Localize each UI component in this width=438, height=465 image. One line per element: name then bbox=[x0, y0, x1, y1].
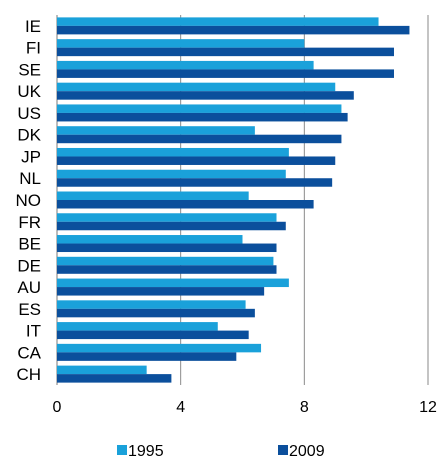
category-label-ie: IE bbox=[25, 17, 41, 36]
category-label-fr: FR bbox=[18, 213, 41, 232]
legend-label-2009: 2009 bbox=[289, 443, 325, 460]
bar-ca-2009 bbox=[57, 352, 237, 361]
category-label-ch: CH bbox=[16, 365, 41, 384]
bar-no-1995 bbox=[57, 191, 249, 200]
bar-ca-1995 bbox=[57, 343, 262, 353]
category-label-ca: CA bbox=[17, 343, 41, 362]
category-label-dk: DK bbox=[17, 126, 41, 145]
legend-swatch-2009 bbox=[278, 445, 288, 455]
bar-ie-2009 bbox=[57, 25, 410, 35]
category-label-se: SE bbox=[18, 60, 41, 79]
bar-nl-1995 bbox=[57, 169, 286, 179]
bar-fr-1995 bbox=[57, 213, 277, 222]
bar-jp-1995 bbox=[57, 147, 289, 157]
category-label-us: US bbox=[17, 104, 41, 123]
bar-ie-1995 bbox=[57, 17, 379, 26]
category-label-nl: NL bbox=[19, 169, 41, 188]
bar-it-1995 bbox=[57, 322, 218, 331]
bar-no-2009 bbox=[57, 200, 314, 209]
bar-uk-1995 bbox=[57, 82, 336, 92]
bars bbox=[57, 17, 410, 383]
legend-item-2009: 2009 bbox=[278, 443, 325, 460]
bar-dk-2009 bbox=[57, 134, 342, 144]
legend-item-1995: 1995 bbox=[117, 443, 164, 460]
bar-se-1995 bbox=[57, 60, 314, 70]
bar-ch-2009 bbox=[57, 374, 172, 383]
bar-fr-2009 bbox=[57, 221, 286, 231]
category-label-no: NO bbox=[16, 191, 42, 210]
bar-de-2009 bbox=[57, 265, 277, 274]
category-label-it: IT bbox=[26, 322, 41, 341]
x-tick-label-0: 0 bbox=[53, 399, 62, 416]
bar-jp-2009 bbox=[57, 156, 336, 165]
x-axis-tick-labels: 0 4 8 12 bbox=[53, 399, 437, 416]
bar-de-1995 bbox=[57, 256, 274, 266]
bar-au-1995 bbox=[57, 278, 289, 288]
bar-it-2009 bbox=[57, 330, 249, 340]
category-labels: IE FI SE UK US DK JP NL NO FR BE DE AU ES IT CA CH bbox=[16, 17, 42, 384]
category-label-jp: JP bbox=[21, 147, 41, 166]
bar-fi-1995 bbox=[57, 39, 305, 48]
legend-label-1995: 1995 bbox=[128, 443, 164, 460]
bar-be-2009 bbox=[57, 243, 277, 253]
bar-nl-2009 bbox=[57, 178, 333, 187]
bar-au-2009 bbox=[57, 287, 265, 296]
bar-se-2009 bbox=[57, 69, 394, 78]
bar-dk-1995 bbox=[57, 126, 255, 135]
category-label-fi: FI bbox=[26, 39, 41, 58]
category-label-au: AU bbox=[17, 278, 41, 297]
category-label-de: DE bbox=[17, 256, 41, 275]
bar-uk-2009 bbox=[57, 91, 354, 100]
legend: 1995 2009 bbox=[117, 443, 325, 460]
bar-es-1995 bbox=[57, 300, 246, 309]
x-tick-label-12: 12 bbox=[419, 399, 437, 416]
bar-be-1995 bbox=[57, 235, 243, 244]
x-tick-label-8: 8 bbox=[300, 399, 309, 416]
bar-us-1995 bbox=[57, 104, 342, 113]
x-tick-label-4: 4 bbox=[176, 399, 185, 416]
bar-ch-1995 bbox=[57, 365, 147, 375]
category-label-be: BE bbox=[18, 235, 41, 254]
legend-swatch-1995 bbox=[117, 445, 127, 455]
bar-us-2009 bbox=[57, 112, 348, 122]
category-label-es: ES bbox=[18, 300, 41, 319]
bar-es-2009 bbox=[57, 308, 255, 318]
bar-fi-2009 bbox=[57, 47, 394, 57]
category-label-uk: UK bbox=[17, 82, 41, 101]
